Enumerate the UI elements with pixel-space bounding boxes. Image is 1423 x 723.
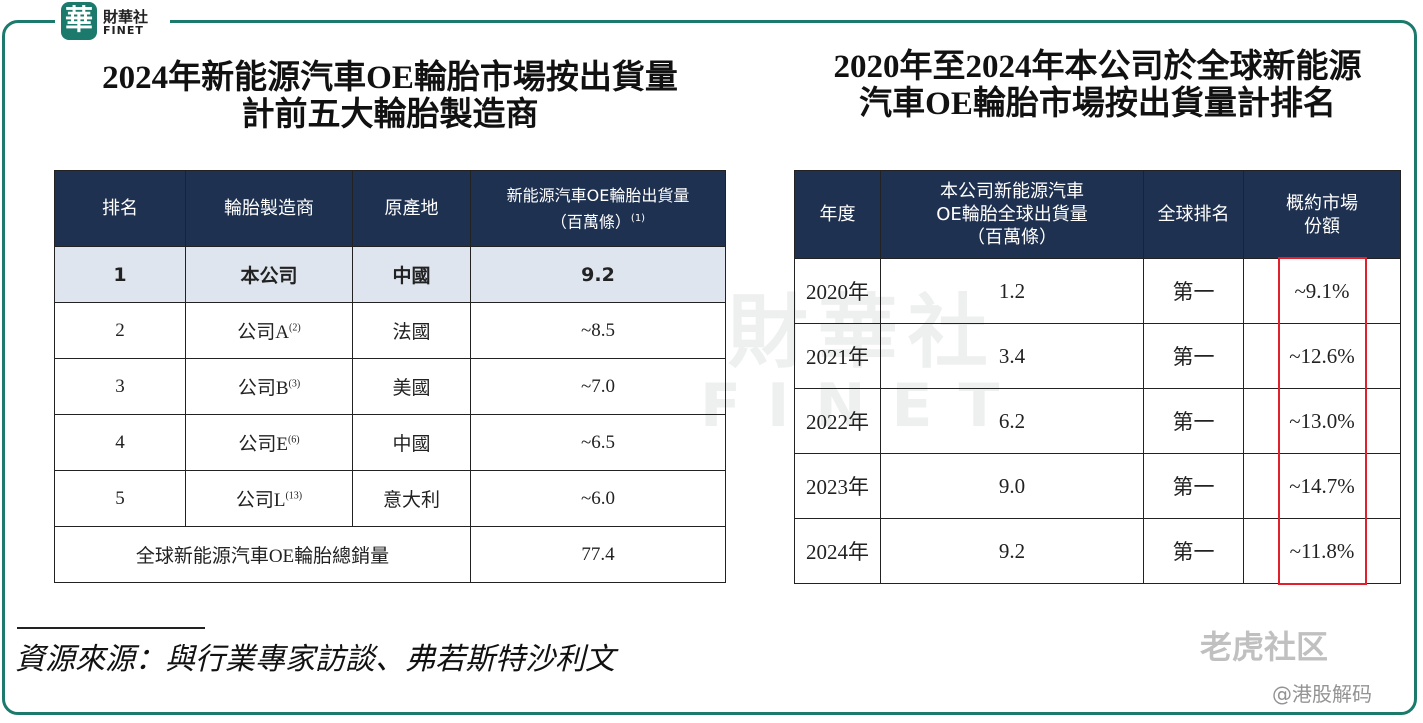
cell: 2022年 (794, 388, 881, 454)
cell: 2023年 (794, 453, 881, 519)
right-title: 2020年至2024年本公司於全球新能源 汽車OE輪胎市場按出貨量計排名 (780, 49, 1415, 123)
header-line: 概約市場 (1286, 192, 1358, 214)
row: 5 公司L(13) 意大利 ~6.0 (54, 470, 726, 527)
header: 排名 (54, 170, 186, 247)
volume-cell: ~7.0 (470, 358, 726, 415)
footnote-ref: (3) (288, 378, 301, 390)
maker-cell: 公司A(2) (185, 302, 353, 359)
source-rule (17, 627, 205, 629)
header-line: 份額 (1304, 215, 1340, 237)
highlight-box (1278, 257, 1367, 585)
cell: ~9.1% (1243, 258, 1401, 324)
cell: 2024年 (794, 518, 881, 584)
row: 2020年 1.2 第一 ~9.1% (794, 258, 1401, 324)
cell: 2021年 (794, 323, 881, 389)
rank-cell: 2 (54, 302, 186, 359)
volume-cell: 9.2 (470, 246, 726, 303)
header: 概約市場 份額 (1243, 170, 1401, 259)
footnote-ref: (6) (287, 434, 300, 446)
volume-cell: ~6.0 (470, 470, 726, 527)
footnote-ref: (13) (285, 490, 303, 502)
handle: @港股解码 (1272, 682, 1372, 706)
header-line: 本公司新能源汽車 (940, 181, 1084, 202)
rank-cell: 3 (54, 358, 186, 415)
logo: 華 財華社 FINET (55, 0, 170, 42)
cell: 第一 (1143, 258, 1244, 324)
origin-cell: 美國 (352, 358, 471, 415)
cell: ~12.6% (1243, 323, 1401, 389)
left-table: 排名 輪胎製造商 原產地 新能源汽車OE輪胎出貨量 （百萬條）(1) 1 本公司 中國… (54, 170, 726, 583)
row: 3 公司B(3) 美國 ~7.0 (54, 358, 726, 415)
footnote-ref: (2) (289, 322, 301, 334)
header: 年度 (794, 170, 881, 259)
maker-name: 公司B (237, 378, 289, 399)
footnote-ref: (1) (630, 212, 646, 224)
header-line: 新能源汽車OE輪胎出貨量 (506, 185, 690, 205)
header-line: （百萬條） (967, 227, 1057, 248)
maker-cell: 公司L(13) (185, 470, 353, 527)
row: 2 公司A(2) 法國 ~8.5 (54, 302, 726, 359)
cell: 第一 (1143, 453, 1244, 519)
header-line: OE輪胎全球出貨量 (936, 204, 1088, 225)
volume-cell: ~8.5 (470, 302, 726, 359)
header: 新能源汽車OE輪胎出貨量 （百萬條）(1) (470, 170, 726, 247)
maker-cell: 公司B(3) (185, 358, 353, 415)
maker-cell: 本公司 (185, 246, 353, 303)
rank-cell: 5 (54, 470, 186, 527)
rank-cell: 4 (54, 414, 186, 471)
maker-cell: 公司E(6) (185, 414, 353, 471)
cell: 第一 (1143, 388, 1244, 454)
volume-cell: ~6.5 (470, 414, 726, 471)
row: 2022年 6.2 第一 ~13.0% (794, 388, 1401, 454)
cell: 6.2 (880, 388, 1144, 454)
header: 全球排名 (1143, 170, 1244, 259)
rank-cell: 1 (54, 246, 186, 303)
total-row: 全球新能源汽車OE輪胎總銷量 77.4 (54, 526, 726, 583)
title-line: 汽車OE輪胎市場按出貨量計排名 (859, 86, 1336, 122)
row: 2024年 9.2 第一 ~11.8% (794, 518, 1401, 584)
cell: 9.0 (880, 453, 1144, 519)
source-note: 資源來源：與行業專家訪談、弗若斯特沙利文 (15, 643, 615, 676)
brand-watermark: 老虎社区 (1200, 628, 1329, 666)
left-title: 2024年新能源汽車OE輪胎市場按出貨量 計前五大輪胎製造商 (40, 60, 740, 134)
maker-name: 本公司 (240, 265, 298, 287)
logo-mark: 華 (61, 2, 97, 40)
maker-name: 公司L (235, 490, 286, 511)
header: 本公司新能源汽車 OE輪胎全球出貨量 （百萬條） (880, 170, 1144, 259)
row: 4 公司E(6) 中國 ~6.5 (54, 414, 726, 471)
origin-cell: 意大利 (352, 470, 471, 527)
title-line: 2024年新能源汽車OE輪胎市場按出貨量 (102, 60, 678, 96)
origin-cell: 中國 (352, 414, 471, 471)
row: 2021年 3.4 第一 ~12.6% (794, 323, 1401, 389)
total-value: 77.4 (470, 526, 726, 583)
cell: ~14.7% (1243, 453, 1401, 519)
origin-cell: 中國 (352, 246, 471, 303)
cell: 3.4 (880, 323, 1144, 389)
title-line: 2020年至2024年本公司於全球新能源 (833, 49, 1362, 85)
cell: 9.2 (880, 518, 1144, 584)
header: 原產地 (352, 170, 471, 247)
title-line: 計前五大輪胎製造商 (241, 97, 539, 133)
maker-name: 公司A (237, 322, 290, 343)
origin-cell: 法國 (352, 302, 471, 359)
logo-name: 財華社 (103, 8, 149, 26)
logo-latin: FINET (103, 24, 144, 37)
header-line: （百萬條） (550, 212, 631, 232)
cell: 第一 (1143, 323, 1244, 389)
row: 1 本公司 中國 9.2 (54, 246, 726, 303)
cell: 2020年 (794, 258, 881, 324)
cell: 第一 (1143, 518, 1244, 584)
frame (2, 20, 1417, 715)
right-table: 年度 本公司新能源汽車 OE輪胎全球出貨量 （百萬條） 全球排名 概約市場 份額 2020年… (794, 170, 1401, 584)
total-label: 全球新能源汽車OE輪胎總銷量 (54, 526, 471, 583)
maker-name: 公司E (238, 434, 288, 455)
header: 輪胎製造商 (185, 170, 353, 247)
row: 2023年 9.0 第一 ~14.7% (794, 453, 1401, 519)
cell: 1.2 (880, 258, 1144, 324)
